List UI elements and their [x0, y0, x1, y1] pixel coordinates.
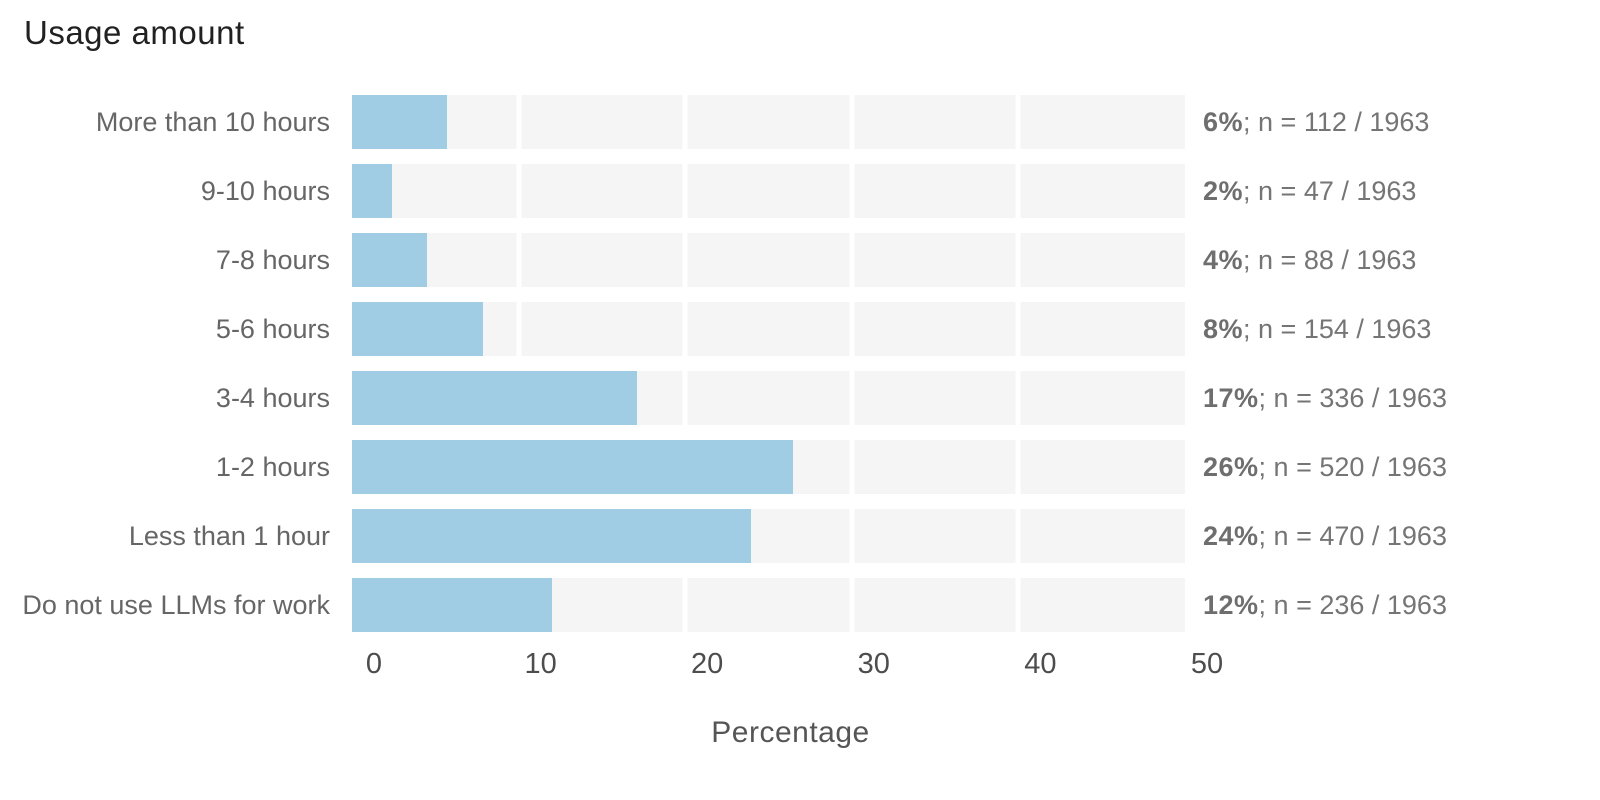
gridline-20: [682, 302, 688, 356]
gridline-20: [682, 578, 688, 632]
gridline-10: [516, 233, 522, 287]
gridline-40: [1015, 233, 1021, 287]
bar-track: [352, 509, 1185, 563]
bar: [352, 95, 448, 149]
gridline-10: [516, 302, 522, 356]
bar-track: [352, 233, 1185, 287]
count-value: ; n = 236 / 1963: [1258, 589, 1447, 620]
category-label: More than 10 hours: [95, 106, 330, 137]
x-tick: 20: [691, 648, 724, 680]
bar-track: [352, 578, 1185, 632]
bar-row: 7-8 hours 4%; n = 88 / 1963: [0, 233, 1600, 287]
percent-value: 17%: [1203, 382, 1259, 413]
gridline-30: [849, 164, 855, 218]
bar-track: [352, 440, 1185, 494]
gridline-20: [682, 95, 688, 149]
bar-annotation: 26%; n = 520 / 1963: [1185, 440, 1447, 494]
bar-track: [352, 371, 1185, 425]
bar-track: [352, 95, 1185, 149]
count-value: ; n = 154 / 1963: [1243, 313, 1432, 344]
x-tick: 0: [365, 648, 383, 680]
bar: [352, 371, 638, 425]
percent-value: 4%: [1203, 244, 1244, 275]
bar-annotation: 6%; n = 112 / 1963: [1185, 95, 1429, 149]
gridline-40: [1015, 164, 1021, 218]
category-label: 5-6 hours: [215, 313, 330, 344]
bar-annotation: 12%; n = 236 / 1963: [1185, 578, 1447, 632]
count-value: ; n = 47 / 1963: [1243, 175, 1417, 206]
count-value: ; n = 336 / 1963: [1258, 382, 1447, 413]
gridline-30: [849, 440, 855, 494]
bar-row: 1-2 hours 26%; n = 520 / 1963: [0, 440, 1600, 494]
count-value: ; n = 520 / 1963: [1258, 451, 1447, 482]
x-tick: 40: [1024, 648, 1057, 680]
bar-annotation: 24%; n = 470 / 1963: [1185, 509, 1447, 563]
bar: [352, 509, 751, 563]
bar-annotation: 4%; n = 88 / 1963: [1185, 233, 1416, 287]
gridline-30: [849, 233, 855, 287]
bar: [352, 233, 427, 287]
bar-annotation: 17%; n = 336 / 1963: [1185, 371, 1447, 425]
gridline-10: [516, 164, 522, 218]
bar-annotation: 2%; n = 47 / 1963: [1185, 164, 1416, 218]
bar-track: [352, 302, 1185, 356]
x-tick: 50: [1190, 648, 1224, 680]
gridline-30: [849, 371, 855, 425]
gridline-30: [849, 302, 855, 356]
bar: [352, 164, 392, 218]
category-label: 9-10 hours: [200, 175, 330, 206]
gridline-10: [516, 95, 522, 149]
percent-value: 8%: [1203, 313, 1244, 344]
bar: [352, 302, 483, 356]
bar-track: [352, 164, 1185, 218]
bar-row: More than 10 hours 6%; n = 112 / 1963: [0, 95, 1600, 149]
gridline-20: [682, 371, 688, 425]
category-label: Do not use LLMs for work: [22, 589, 330, 620]
bar-rows: More than 10 hours 6%; n = 112 / 1963 9-…: [0, 95, 1600, 647]
category-label: 1-2 hours: [215, 451, 330, 482]
x-axis-label: Percentage: [711, 716, 870, 749]
gridline-20: [682, 164, 688, 218]
category-label: 3-4 hours: [215, 382, 330, 413]
bar-row: Less than 1 hour 24%; n = 470 / 1963: [0, 509, 1600, 563]
bar-row: Do not use LLMs for work 12%; n = 236 / …: [0, 578, 1600, 632]
category-label: 7-8 hours: [215, 244, 330, 275]
count-value: ; n = 470 / 1963: [1258, 520, 1447, 551]
x-axis: 0 10 20 30 40 50: [366, 648, 1223, 688]
bar-row: 5-6 hours 8%; n = 154 / 1963: [0, 302, 1600, 356]
gridline-30: [849, 95, 855, 149]
x-tick: 30: [857, 648, 890, 680]
gridline-40: [1015, 95, 1021, 149]
percent-value: 12%: [1203, 589, 1259, 620]
gridline-30: [849, 578, 855, 632]
gridline-20: [682, 233, 688, 287]
bar: [352, 578, 553, 632]
percent-value: 6%: [1203, 106, 1244, 137]
bar-row: 9-10 hours 2%; n = 47 / 1963: [0, 164, 1600, 218]
percent-value: 24%: [1203, 520, 1259, 551]
gridline-40: [1015, 578, 1021, 632]
bar-annotation: 8%; n = 154 / 1963: [1185, 302, 1431, 356]
chart-title: Usage amount: [24, 14, 245, 51]
percent-value: 26%: [1203, 451, 1259, 482]
gridline-40: [1015, 509, 1021, 563]
count-value: ; n = 112 / 1963: [1243, 106, 1430, 137]
bar-row: 3-4 hours 17%; n = 336 / 1963: [0, 371, 1600, 425]
gridline-40: [1015, 371, 1021, 425]
percent-value: 2%: [1203, 175, 1244, 206]
x-tick: 10: [524, 648, 557, 680]
count-value: ; n = 88 / 1963: [1243, 244, 1417, 275]
gridline-40: [1015, 440, 1021, 494]
bar: [352, 440, 794, 494]
gridline-40: [1015, 302, 1021, 356]
gridline-30: [849, 509, 855, 563]
category-label: Less than 1 hour: [128, 520, 330, 551]
